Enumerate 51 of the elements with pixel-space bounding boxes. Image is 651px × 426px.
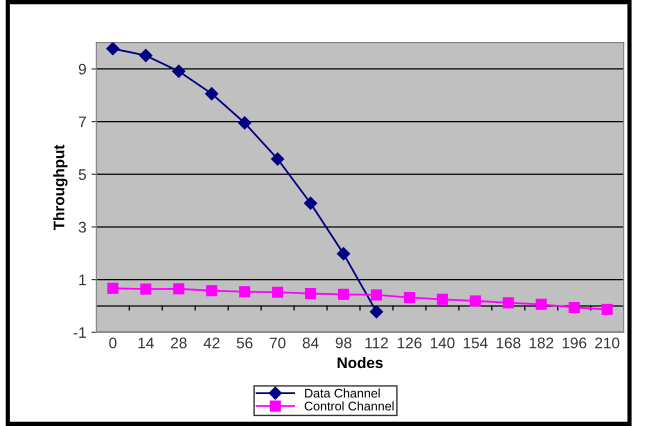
x-tick-label: 112 — [365, 338, 388, 348]
x-tick-label: 196 — [562, 338, 586, 348]
point — [206, 285, 218, 296]
point — [305, 288, 316, 300]
x-tick-label: 126 — [398, 338, 422, 348]
point — [602, 304, 613, 315]
y-tick-label: 9 — [78, 64, 86, 75]
x-tick-label: 42 — [204, 338, 220, 348]
point — [205, 87, 218, 100]
point — [536, 298, 547, 310]
point — [568, 302, 580, 314]
point — [172, 64, 186, 78]
x-tick-label: 0 — [109, 338, 116, 348]
point — [470, 295, 481, 306]
point — [338, 288, 350, 300]
point — [502, 297, 514, 308]
x-tick-label: 210 — [595, 338, 620, 348]
point — [404, 292, 415, 304]
y-tick-label: 7 — [78, 116, 86, 128]
point — [370, 305, 384, 318]
point — [272, 286, 284, 298]
point — [370, 289, 382, 300]
point — [139, 48, 152, 62]
point — [140, 284, 152, 295]
point — [173, 283, 184, 294]
x-axis-title: Nodes — [338, 356, 383, 368]
x-tick-label: 84 — [302, 338, 319, 348]
legend-label: Control Channel — [304, 401, 394, 411]
legend-label: Data Channel — [305, 388, 380, 398]
y-tick-label: 5 — [78, 169, 86, 180]
point — [238, 116, 252, 130]
y-tick-label: 1 — [79, 274, 86, 286]
x-tick-label: 14 — [138, 338, 154, 348]
x-tick-label: 182 — [530, 338, 554, 348]
x-tick-label: 70 — [270, 338, 286, 348]
x-tick-label: 98 — [336, 338, 352, 348]
point — [336, 247, 350, 260]
x-tick-label: 154 — [464, 338, 488, 348]
x-tick-label: 56 — [236, 338, 252, 348]
point — [436, 294, 448, 305]
y-axis-title: Throughput — [53, 144, 68, 230]
point — [107, 282, 118, 294]
point — [271, 152, 284, 166]
y-tick-label: 3 — [78, 222, 86, 233]
x-tick-label: 28 — [171, 338, 187, 348]
x-tick-label: 168 — [496, 338, 520, 348]
y-tick-label: -1 — [74, 327, 86, 338]
point — [106, 42, 120, 56]
point — [239, 286, 250, 298]
x-tick-label: 140 — [430, 338, 455, 348]
point — [304, 196, 318, 210]
